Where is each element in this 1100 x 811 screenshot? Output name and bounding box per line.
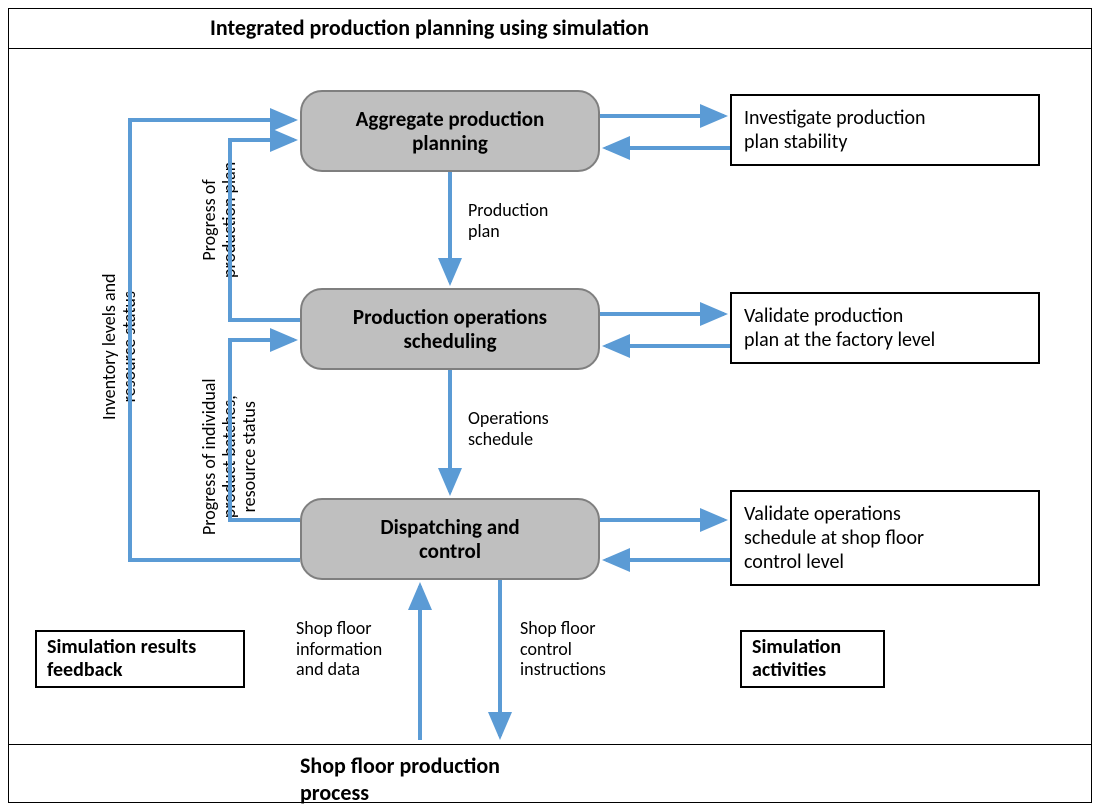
edge-label-shop-floor-control: Shop floor control instructions [520,618,606,680]
side-label-progress-plan-text: Progress of production plan [200,162,240,278]
node-dispatching-control: Dispatching and control [300,498,600,580]
side-label-inventory: Inventory levels and resource status [100,273,140,420]
diagram-stage: Integrated production planning using sim… [0,0,1100,811]
node-operations-scheduling: Production operations scheduling [300,288,600,370]
label-simulation-activities: Simulation activities [740,630,885,688]
side-label-progress-batches-text: Progress of individual product batches, … [200,378,259,535]
side-label-progress-batches: Progress of individual product batches, … [200,378,259,535]
top-separator [8,48,1092,49]
side-label-progress-plan: Progress of production plan [200,162,240,278]
label-simulation-feedback: Simulation results feedback [35,630,245,688]
side-label-inventory-text: Inventory levels and resource status [100,273,140,420]
diagram-title: Integrated production planning using sim… [210,14,649,41]
activity-validate-schedule: Validate operations schedule at shop flo… [730,490,1040,586]
node-aggregate-planning: Aggregate production planning [300,90,600,172]
edge-label-production-plan: Production plan [468,200,548,241]
activity-investigate-stability: Investigate production plan stability [730,94,1040,166]
edge-label-shop-floor-info: Shop floor information and data [296,618,382,680]
edge-label-operations-schedule: Operations schedule [468,408,549,449]
activity-validate-plan: Validate production plan at the factory … [730,292,1040,364]
bottom-title: Shop floor production process [300,752,500,806]
bottom-separator [8,744,1092,745]
